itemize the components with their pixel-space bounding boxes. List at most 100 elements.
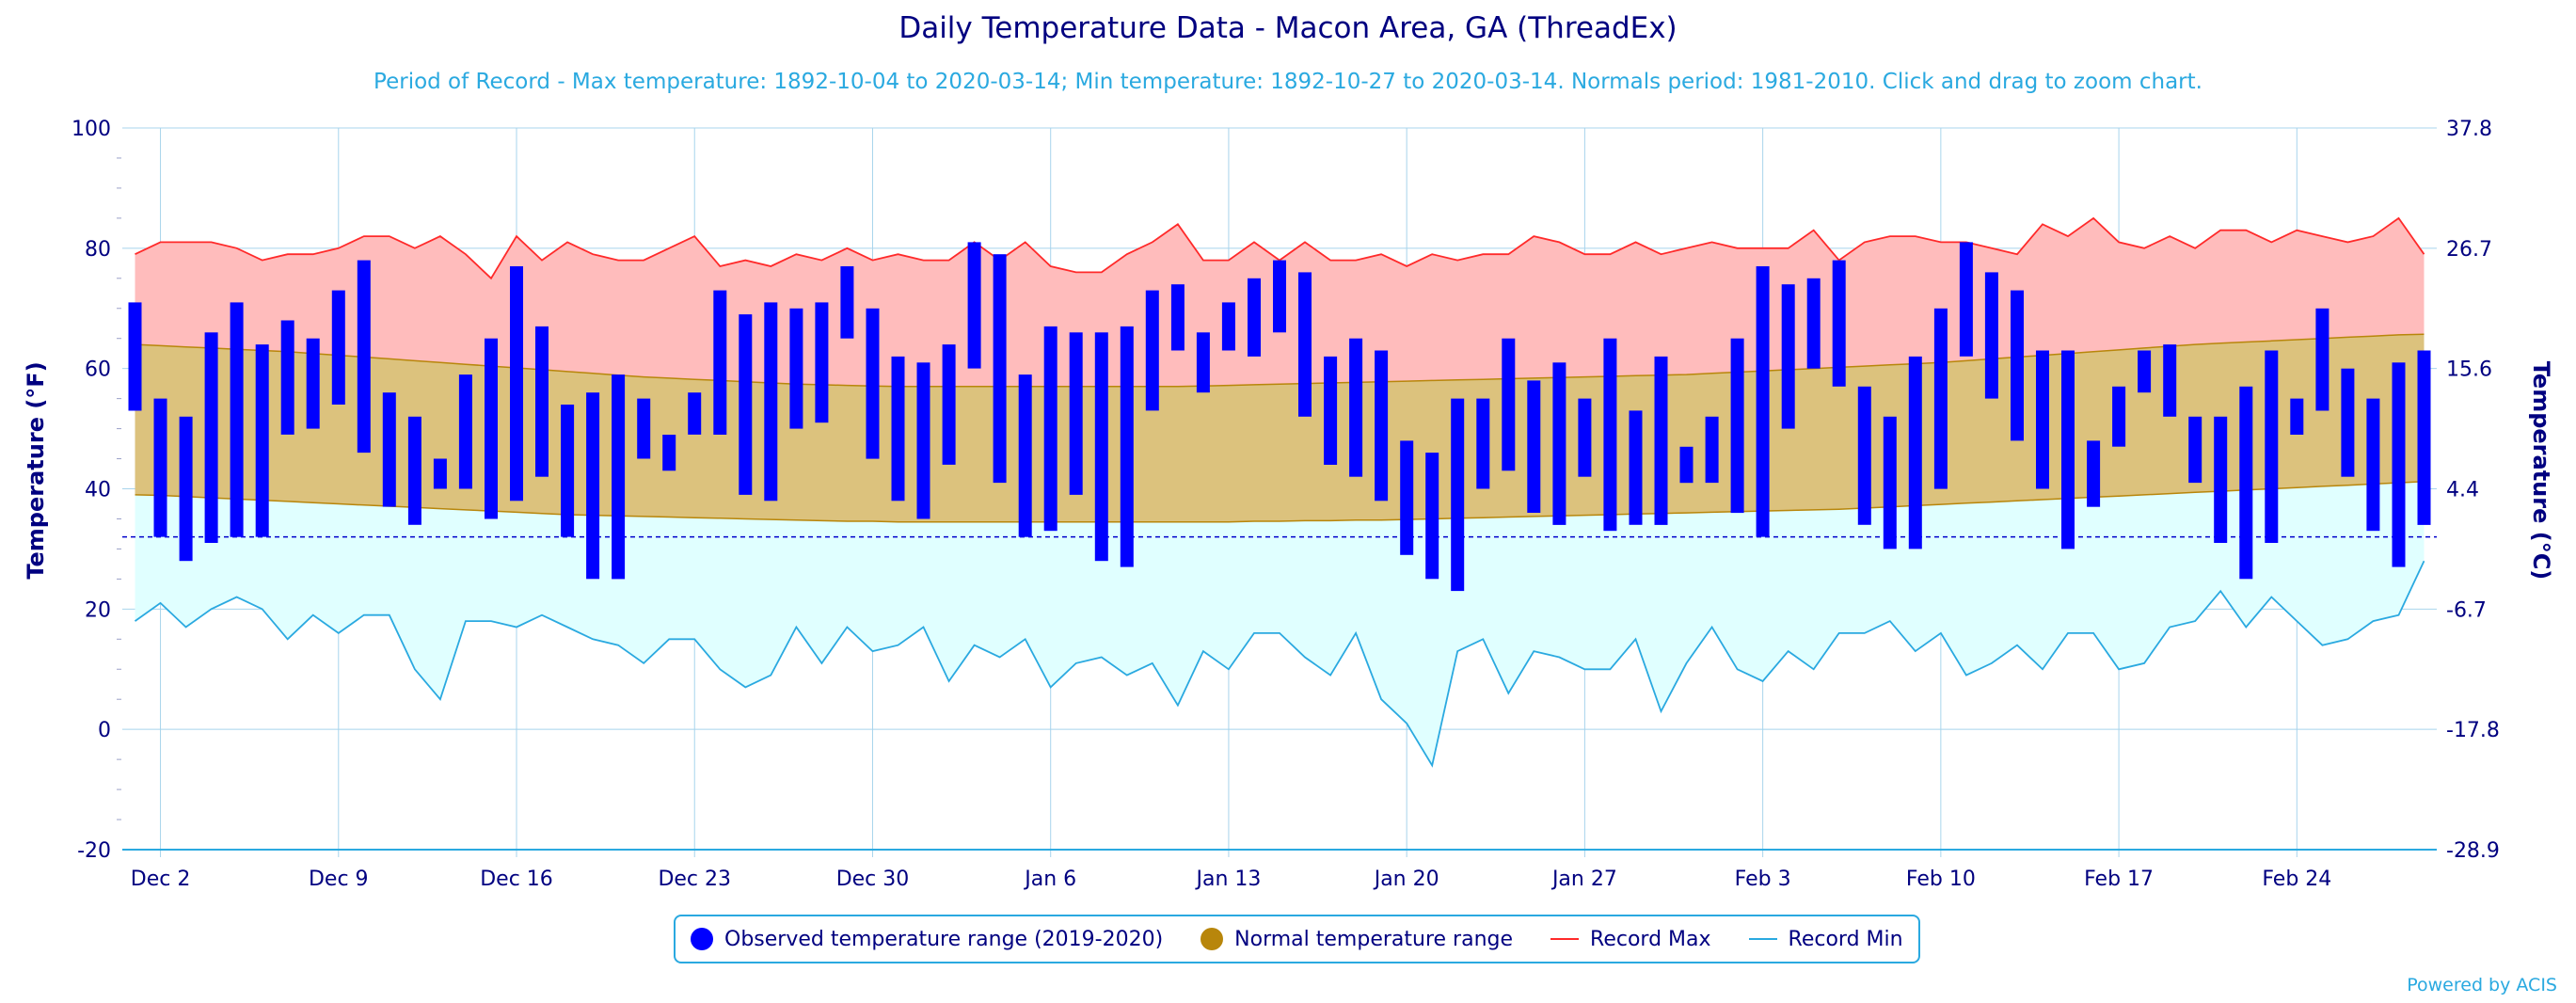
observed-range-bar[interactable] xyxy=(1221,302,1235,351)
observed-range-bar[interactable] xyxy=(713,290,727,435)
observed-range-bar[interactable] xyxy=(1578,398,1592,477)
observed-range-bar[interactable] xyxy=(230,302,244,537)
observed-range-bar[interactable] xyxy=(153,398,167,537)
observed-range-bar[interactable] xyxy=(1018,374,1032,537)
observed-range-bar[interactable] xyxy=(1679,446,1693,484)
observed-range-bar[interactable] xyxy=(840,266,854,339)
observed-range-bar[interactable] xyxy=(280,320,294,435)
observed-range-bar[interactable] xyxy=(2214,416,2228,543)
observed-range-bar[interactable] xyxy=(1120,326,1134,567)
observed-range-bar[interactable] xyxy=(1705,416,1719,484)
observed-range-bar[interactable] xyxy=(1069,332,1083,495)
observed-range-bar[interactable] xyxy=(739,314,753,495)
observed-range-bar[interactable] xyxy=(382,392,396,507)
observed-range-bar[interactable] xyxy=(1196,332,1210,393)
observed-range-bar[interactable] xyxy=(2087,440,2101,507)
observed-range-bar[interactable] xyxy=(764,302,778,502)
legend-item-record-min[interactable]: Record Min xyxy=(1748,928,1903,951)
observed-range-bar[interactable] xyxy=(357,260,371,454)
observed-range-bar[interactable] xyxy=(485,338,498,519)
observed-range-bar[interactable] xyxy=(1248,278,1261,357)
observed-range-bar[interactable] xyxy=(331,290,345,405)
observed-range-bar[interactable] xyxy=(891,356,905,502)
observed-range-bar[interactable] xyxy=(179,416,193,562)
observed-range-bar[interactable] xyxy=(1959,242,1973,357)
observed-range-bar[interactable] xyxy=(2366,398,2380,532)
observed-range-bar[interactable] xyxy=(586,392,600,580)
observed-range-bar[interactable] xyxy=(637,398,651,459)
observed-range-bar[interactable] xyxy=(1324,356,1338,465)
observed-range-bar[interactable] xyxy=(1629,410,1643,525)
observed-range-bar[interactable] xyxy=(561,405,575,537)
observed-range-bar[interactable] xyxy=(612,374,626,580)
observed-range-bar[interactable] xyxy=(1832,260,1846,387)
observed-range-bar[interactable] xyxy=(407,416,421,525)
observed-range-bar[interactable] xyxy=(1806,278,1821,369)
observed-range-bar[interactable] xyxy=(1145,290,1159,411)
observed-range-bar[interactable] xyxy=(1781,284,1795,429)
x-tick-label: Jan 27 xyxy=(1550,868,1617,891)
observed-range-bar[interactable] xyxy=(1756,266,1770,537)
observed-range-bar[interactable] xyxy=(306,338,320,429)
observed-range-bar[interactable] xyxy=(967,242,981,369)
observed-range-bar[interactable] xyxy=(1298,272,1312,417)
observed-range-bar[interactable] xyxy=(1933,308,1948,489)
observed-range-bar[interactable] xyxy=(1043,326,1057,532)
observed-range-bar[interactable] xyxy=(1552,362,1566,525)
observed-range-bar[interactable] xyxy=(1349,338,1363,477)
observed-range-bar[interactable] xyxy=(993,254,1007,484)
x-tick-label: Dec 16 xyxy=(480,868,553,891)
observed-range-bar[interactable] xyxy=(255,344,269,537)
observed-range-bar[interactable] xyxy=(2315,308,2330,411)
observed-range-bar[interactable] xyxy=(2138,350,2152,393)
legend-item-normal[interactable]: Normal temperature range xyxy=(1201,928,1513,951)
observed-range-bar[interactable] xyxy=(1984,272,1998,399)
observed-range-bar[interactable] xyxy=(2036,350,2049,489)
observed-range-bar[interactable] xyxy=(1603,338,1617,532)
observed-range-bar[interactable] xyxy=(866,308,880,459)
observed-range-bar[interactable] xyxy=(2061,350,2075,549)
observed-range-bar[interactable] xyxy=(2239,386,2253,580)
observed-range-bar[interactable] xyxy=(1730,338,1744,514)
observed-range-bar[interactable] xyxy=(2011,290,2024,441)
observed-range-bar[interactable] xyxy=(2417,350,2431,525)
observed-range-bar[interactable] xyxy=(2265,350,2279,544)
observed-range-bar[interactable] xyxy=(1273,260,1286,333)
observed-range-bar[interactable] xyxy=(688,392,702,435)
observed-range-bar[interactable] xyxy=(916,362,930,519)
observed-range-bar[interactable] xyxy=(1527,380,1541,513)
observed-range-bar[interactable] xyxy=(128,302,142,411)
observed-range-bar[interactable] xyxy=(535,326,549,477)
observed-range-bar[interactable] xyxy=(510,266,523,502)
observed-range-bar[interactable] xyxy=(458,374,472,489)
observed-range-bar[interactable] xyxy=(433,458,447,489)
observed-range-bar[interactable] xyxy=(662,435,676,471)
observed-range-bar[interactable] xyxy=(815,302,829,423)
observed-range-bar[interactable] xyxy=(1476,398,1490,489)
observed-range-bar[interactable] xyxy=(1375,350,1389,502)
legend-item-observed[interactable]: Observed temperature range (2019-2020) xyxy=(691,928,1163,951)
observed-range-bar[interactable] xyxy=(1654,356,1668,525)
observed-range-bar[interactable] xyxy=(1425,453,1439,580)
observed-range-bar[interactable] xyxy=(1094,332,1108,562)
observed-range-bar[interactable] xyxy=(2392,362,2406,567)
observed-range-bar[interactable] xyxy=(1170,284,1185,351)
observed-range-bar[interactable] xyxy=(2341,368,2355,477)
observed-range-bar[interactable] xyxy=(1451,398,1465,592)
observed-range-bar[interactable] xyxy=(789,308,803,429)
observed-range-bar[interactable] xyxy=(1857,386,1871,525)
observed-range-bar[interactable] xyxy=(1502,338,1516,471)
observed-range-bar[interactable] xyxy=(2112,386,2126,447)
observed-range-bar[interactable] xyxy=(1908,356,1922,549)
powered-by-credit[interactable]: Powered by ACIS xyxy=(2407,975,2557,995)
observed-range-bar[interactable] xyxy=(204,332,218,543)
observed-range-bar[interactable] xyxy=(1400,440,1414,555)
legend-item-record-max[interactable]: Record Max xyxy=(1550,928,1711,951)
observed-range-bar[interactable] xyxy=(942,344,956,465)
observed-range-bar[interactable] xyxy=(1883,416,1897,549)
chart-subtitle: Period of Record - Max temperature: 1892… xyxy=(374,70,2202,94)
observed-range-bar[interactable] xyxy=(2290,398,2304,435)
observed-range-bar[interactable] xyxy=(2188,416,2202,484)
observed-range-bar[interactable] xyxy=(2163,344,2177,417)
